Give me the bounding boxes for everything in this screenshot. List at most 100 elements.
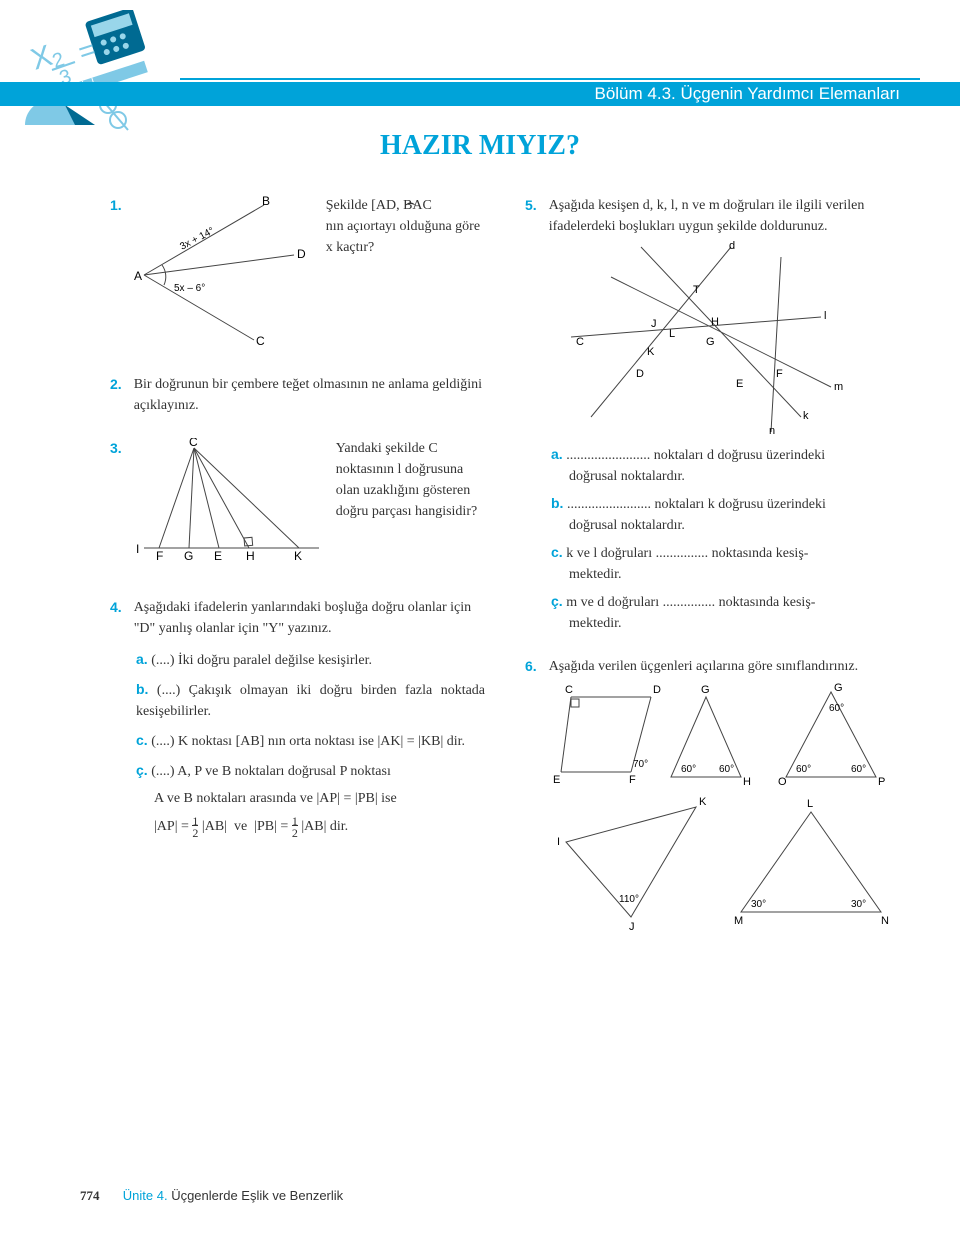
svg-text:J: J: [629, 921, 635, 933]
left-column: 1. A B D C 3x + 14° 5x – 6°: [110, 195, 485, 1144]
q2-text: Bir doğrunun bir çembere teğet olmasının…: [134, 374, 485, 416]
q5-figure: d k l m n T J H L C K G D E F: [551, 237, 900, 444]
header-line: [180, 78, 920, 80]
label-B: B: [262, 195, 270, 208]
q4cc-letter: ç.: [136, 762, 148, 778]
svg-text:60°: 60°: [681, 764, 696, 775]
svg-text:d: d: [729, 240, 735, 252]
q5c-letter: c.: [551, 544, 563, 560]
q5b-letter: b.: [551, 495, 563, 511]
right-column: 5. Aşağıda kesişen d, k, l, n ve m doğru…: [525, 195, 900, 1144]
question-3: 3. C I F G: [110, 438, 485, 575]
q5c-post: mektedir.: [569, 567, 622, 582]
svg-text:H: H: [711, 316, 719, 328]
question-5: 5. Aşağıda kesişen d, k, l, n ve m doğru…: [525, 195, 900, 634]
svg-text:70°: 70°: [633, 759, 648, 770]
q4c-text: (....) K noktası [AB] nın orta noktası i…: [151, 734, 465, 749]
svg-text:T: T: [693, 284, 700, 296]
q1-body: nın açıortayı olduğuna göre x kaçtır?: [326, 219, 480, 255]
svg-text:M: M: [734, 915, 743, 927]
q4cc-eq: |AP| = 12 |AB| ve |PB| = 12 |AB| dir.: [154, 815, 485, 839]
svg-text:K: K: [647, 346, 655, 358]
header-decorative-icons: X 2 3 =: [20, 10, 220, 140]
q4c-letter: c.: [136, 732, 148, 748]
svg-text:K: K: [699, 796, 707, 808]
q3-number: 3.: [110, 438, 122, 459]
q5c-pre: k ve l doğruları ............... noktası…: [566, 546, 808, 561]
expr-top: 3x + 14°: [178, 226, 216, 253]
svg-text:G: G: [701, 684, 710, 696]
q5-intro: Aşağıda kesişen d, k, l, n ve m doğrular…: [549, 195, 900, 237]
svg-text:60°: 60°: [719, 764, 734, 775]
svg-text:G: G: [834, 682, 843, 694]
svg-text:K: K: [294, 549, 302, 563]
svg-text:C: C: [565, 684, 573, 696]
q1-figure: A B D C 3x + 14° 5x – 6°: [134, 195, 314, 352]
page-footer: 774 Ünite 4. Üçgenlerde Eşlik ve Benzerl…: [80, 1188, 343, 1204]
q4b-letter: b.: [136, 681, 148, 697]
svg-text:N: N: [881, 915, 889, 927]
q4a-letter: a.: [136, 651, 148, 667]
q4cc-cont: A ve B noktaları arasında ve |AP| = |PB|…: [154, 788, 485, 809]
q1-number: 1.: [110, 195, 122, 216]
svg-text:I: I: [557, 836, 560, 848]
q5cc-post: mektedir.: [569, 616, 622, 631]
q6-figures: C D E F 70° G H 60° 60° P O: [551, 677, 900, 944]
svg-text:60°: 60°: [829, 703, 844, 714]
svg-text:G: G: [706, 336, 715, 348]
svg-text:J: J: [651, 318, 657, 330]
q4a-text: (....) İki doğru paralel değilse kesişir…: [151, 653, 372, 668]
svg-text:E: E: [214, 549, 222, 563]
content-columns: 1. A B D C 3x + 14° 5x – 6°: [110, 195, 900, 1144]
page-number: 774: [80, 1188, 100, 1203]
q4cc-text: (....) A, P ve B noktaları doğrusal P no…: [151, 764, 391, 779]
q3-figure: C I F G E H K: [134, 438, 324, 575]
q4b-text: (....) Çakışık olmayan iki doğru birden …: [136, 683, 485, 719]
svg-text:m: m: [834, 381, 843, 393]
q5cc-letter: ç.: [551, 593, 563, 609]
ready-title: HAZIR MIYIZ?: [0, 130, 960, 162]
q5-number: 5.: [525, 195, 537, 216]
svg-text:n: n: [769, 425, 775, 437]
svg-text:30°: 30°: [751, 899, 766, 910]
q6-number: 6.: [525, 656, 537, 677]
svg-text:L: L: [669, 328, 675, 340]
svg-text:I: I: [136, 542, 139, 556]
svg-text:F: F: [629, 774, 636, 786]
q3-text: Yandaki şekilde C noktasının l doğrusuna…: [336, 438, 485, 522]
q5a-post: doğrusal noktalardır.: [569, 469, 685, 484]
question-6: 6. Aşağıda verilen üçgenleri açılarına g…: [525, 656, 900, 944]
expr-bot: 5x – 6°: [174, 283, 205, 294]
label-A: A: [134, 269, 142, 283]
svg-text:C: C: [576, 336, 584, 348]
label-D: D: [297, 247, 306, 261]
svg-text:P: P: [878, 776, 885, 788]
q4-intro: Aşağıdaki ifadelerin yanlarındaki boşluğ…: [134, 597, 485, 639]
question-1: 1. A B D C 3x + 14° 5x – 6°: [110, 195, 485, 352]
svg-text:F: F: [776, 368, 783, 380]
q5b-pre: ........................ noktaları k doğ…: [567, 497, 826, 512]
q5cc-pre: m ve d doğruları ............... noktası…: [566, 595, 815, 610]
svg-text:110°: 110°: [619, 894, 639, 905]
svg-text:G: G: [184, 549, 193, 563]
question-4: 4. Aşağıdaki ifadelerin yanlarındaki boş…: [110, 597, 485, 839]
unit-title: Üçgenlerde Eşlik ve Benzerlik: [171, 1188, 343, 1203]
q6-intro: Aşağıda verilen üçgenleri açılarına göre…: [549, 656, 900, 677]
svg-text:k: k: [803, 410, 809, 422]
svg-text:O: O: [778, 776, 787, 788]
svg-text:H: H: [743, 776, 751, 788]
q2-number: 2.: [110, 374, 122, 395]
svg-text:l: l: [824, 310, 826, 322]
svg-text:30°: 30°: [851, 899, 866, 910]
svg-text:F: F: [156, 549, 163, 563]
svg-text:H: H: [246, 549, 255, 563]
svg-text:60°: 60°: [851, 764, 866, 775]
unit-number: Ünite 4.: [123, 1188, 168, 1203]
svg-text:E: E: [553, 774, 560, 786]
q5a-letter: a.: [551, 446, 563, 462]
svg-text:E: E: [736, 378, 743, 390]
q5a-pre: ........................ noktaları d doğ…: [566, 448, 825, 463]
svg-text:D: D: [653, 684, 661, 696]
label-C: C: [256, 334, 265, 345]
svg-text:60°: 60°: [796, 764, 811, 775]
